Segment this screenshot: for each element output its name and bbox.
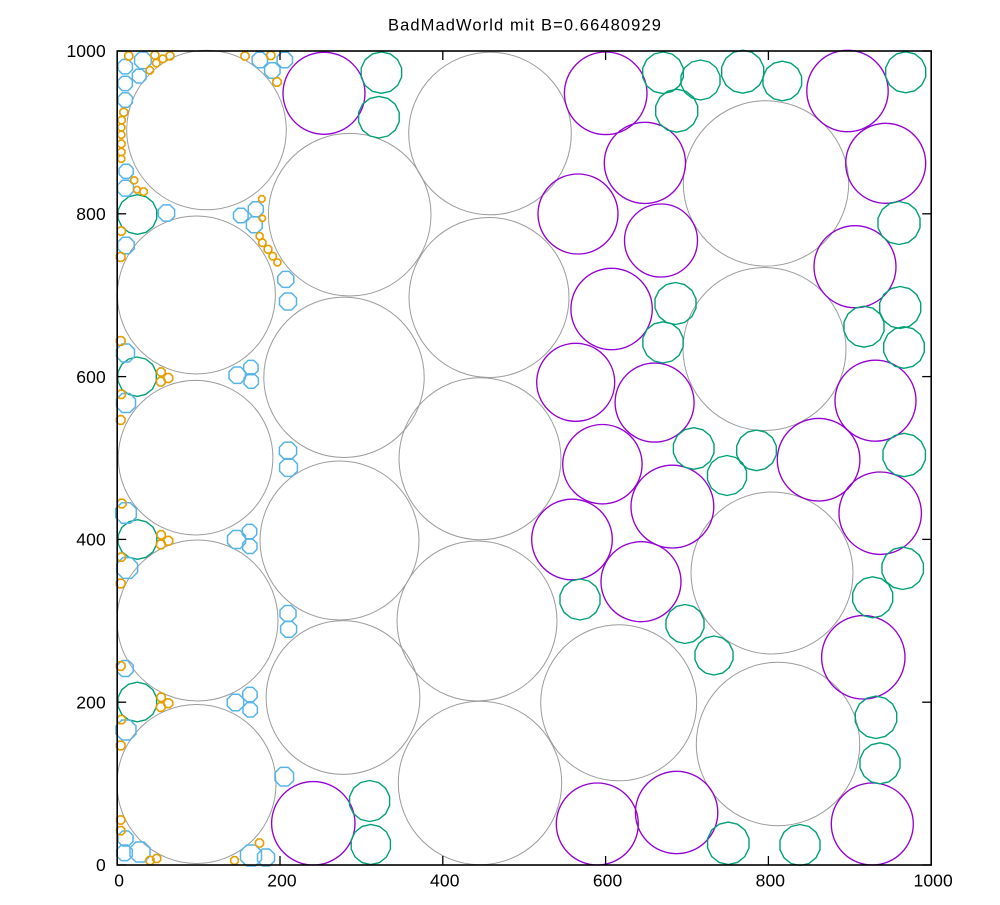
- svg-text:600: 600: [593, 871, 623, 891]
- svg-text:800: 800: [756, 871, 786, 891]
- svg-text:0: 0: [114, 871, 124, 891]
- svg-text:200: 200: [76, 692, 106, 712]
- svg-text:200: 200: [267, 871, 297, 891]
- svg-text:400: 400: [430, 871, 460, 891]
- svg-text:0: 0: [96, 855, 106, 875]
- svg-text:1000: 1000: [914, 871, 953, 891]
- svg-text:1000: 1000: [66, 41, 105, 61]
- svg-text:800: 800: [76, 204, 106, 224]
- svg-text:BadMadWorld mit B=0.66480929: BadMadWorld mit B=0.66480929: [388, 17, 662, 35]
- svg-text:600: 600: [76, 367, 106, 387]
- svg-text:400: 400: [76, 530, 106, 550]
